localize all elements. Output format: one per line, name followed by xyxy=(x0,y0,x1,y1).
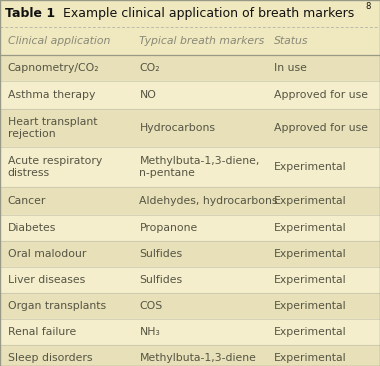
Text: Diabetes: Diabetes xyxy=(8,223,56,233)
Text: Hydrocarbons: Hydrocarbons xyxy=(139,123,215,133)
Text: Approved for use: Approved for use xyxy=(274,90,368,100)
Text: NO: NO xyxy=(139,90,156,100)
Text: Oral malodour: Oral malodour xyxy=(8,249,86,259)
Bar xyxy=(0,27,380,55)
Text: Renal failure: Renal failure xyxy=(8,327,76,337)
Bar xyxy=(0,267,380,293)
Bar xyxy=(0,319,380,345)
Text: Experimental: Experimental xyxy=(274,162,347,172)
Text: Experimental: Experimental xyxy=(274,275,347,285)
Bar xyxy=(0,147,380,187)
Text: Experimental: Experimental xyxy=(274,301,347,311)
Text: COS: COS xyxy=(139,301,163,311)
Bar xyxy=(0,0,380,27)
Text: Propanone: Propanone xyxy=(139,223,198,233)
Bar xyxy=(0,187,380,215)
Text: Organ transplants: Organ transplants xyxy=(8,301,106,311)
Bar xyxy=(0,241,380,267)
Text: Experimental: Experimental xyxy=(274,249,347,259)
Text: Typical breath markers: Typical breath markers xyxy=(139,36,265,46)
Text: Approved for use: Approved for use xyxy=(274,123,368,133)
Text: Status: Status xyxy=(274,36,309,46)
Text: Aldehydes, hydrocarbons: Aldehydes, hydrocarbons xyxy=(139,196,278,206)
Text: Example clinical application of breath markers: Example clinical application of breath m… xyxy=(55,7,358,20)
Text: Acute respiratory
distress: Acute respiratory distress xyxy=(8,156,102,178)
Text: Sulfides: Sulfides xyxy=(139,249,182,259)
Text: Experimental: Experimental xyxy=(274,353,347,363)
Text: Experimental: Experimental xyxy=(274,327,347,337)
Text: 8: 8 xyxy=(366,3,371,11)
Text: Sleep disorders: Sleep disorders xyxy=(8,353,92,363)
Text: Sulfides: Sulfides xyxy=(139,275,182,285)
Bar xyxy=(0,109,380,147)
Text: Methylbuta-1,3-diene,
n-pentane: Methylbuta-1,3-diene, n-pentane xyxy=(139,156,260,178)
Text: Capnometry/CO₂: Capnometry/CO₂ xyxy=(8,63,99,73)
Bar xyxy=(0,55,380,81)
Text: Table 1: Table 1 xyxy=(5,7,55,20)
Text: Clinical application: Clinical application xyxy=(8,36,110,46)
Text: Experimental: Experimental xyxy=(274,196,347,206)
Text: CO₂: CO₂ xyxy=(139,63,160,73)
Text: Cancer: Cancer xyxy=(8,196,46,206)
Text: NH₃: NH₃ xyxy=(139,327,160,337)
Text: In use: In use xyxy=(274,63,307,73)
Text: Heart transplant
rejection: Heart transplant rejection xyxy=(8,117,97,139)
Bar xyxy=(0,81,380,109)
Text: Asthma therapy: Asthma therapy xyxy=(8,90,95,100)
Bar xyxy=(0,293,380,319)
Text: Experimental: Experimental xyxy=(274,223,347,233)
Bar xyxy=(0,345,380,366)
Bar xyxy=(0,215,380,241)
Text: Liver diseases: Liver diseases xyxy=(8,275,85,285)
Text: Methylbuta-1,3-diene: Methylbuta-1,3-diene xyxy=(139,353,256,363)
